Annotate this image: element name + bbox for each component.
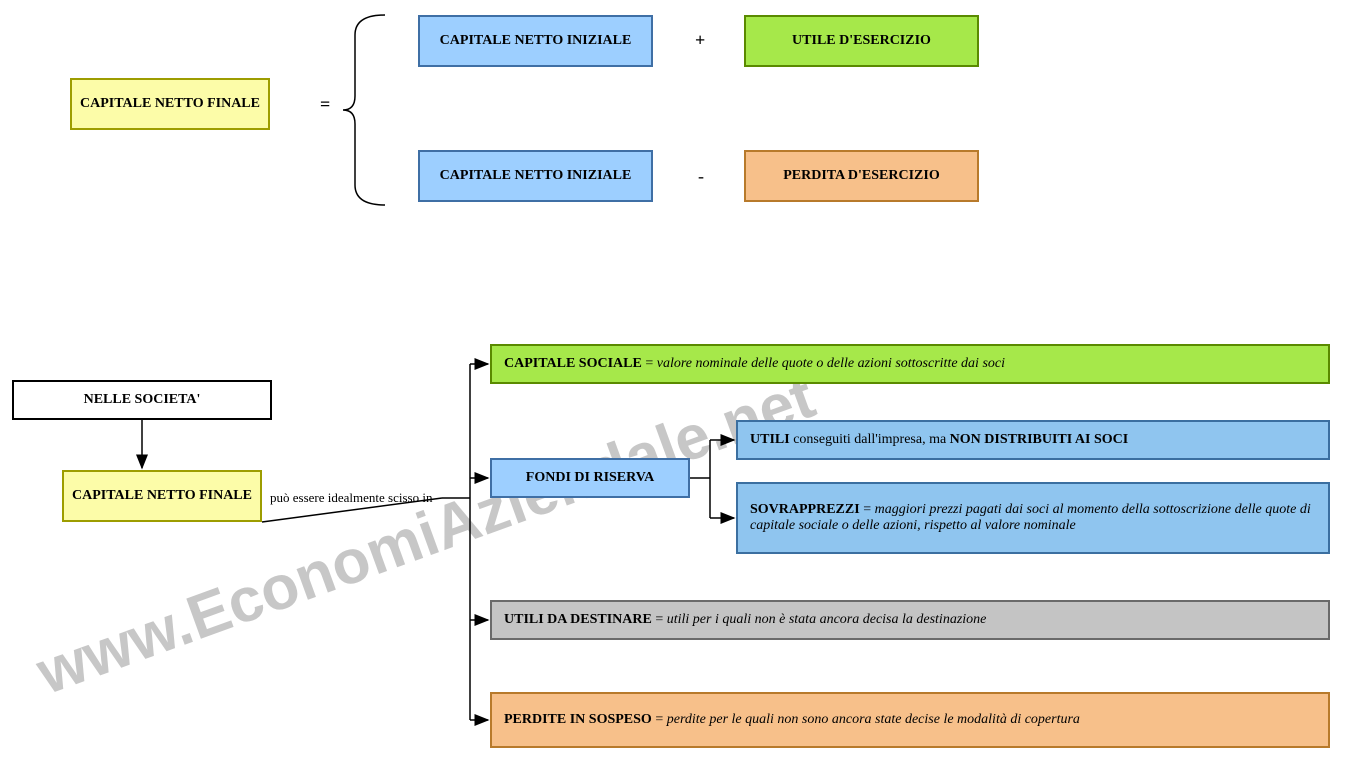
- box-perdite-in-sospeso: PERDITE IN SOSPESO = perdite per le qual…: [490, 692, 1330, 748]
- label: UTILE D'ESERCIZIO: [792, 33, 931, 49]
- box-capitale-sociale: CAPITALE SOCIALE = valore nominale delle…: [490, 344, 1330, 384]
- b: SOVRAPPREZZI: [750, 502, 860, 517]
- equals-sign: =: [320, 94, 330, 115]
- box-utili-da-destinare: UTILI DA DESTINARE = utili per i quali n…: [490, 600, 1330, 640]
- box-capitale-netto-iniziale-1: CAPITALE NETTO INIZIALE: [418, 15, 653, 67]
- label: PERDITA D'ESERCIZIO: [783, 168, 940, 184]
- b1: UTILI: [750, 432, 790, 447]
- box-fondi-di-riserva: FONDI DI RISERVA: [490, 458, 690, 498]
- label: CAPITALE NETTO FINALE: [72, 488, 252, 504]
- box-utili-non-distribuiti: UTILI conseguiti dall'impresa, ma NON DI…: [736, 420, 1330, 460]
- text: UTILI DA DESTINARE = utili per i quali n…: [504, 612, 986, 628]
- b: UTILI DA DESTINARE: [504, 612, 652, 627]
- label-rest: valore nominale delle quote o delle azio…: [657, 356, 1005, 371]
- label: NELLE SOCIETA': [84, 392, 201, 408]
- text: PERDITE IN SOSPESO = perdite per le qual…: [504, 712, 1080, 728]
- box-sovrapprezzi: SOVRAPPREZZI = maggiori prezzi pagati da…: [736, 482, 1330, 554]
- box-perdita-esercizio: PERDITA D'ESERCIZIO: [744, 150, 979, 202]
- text: CAPITALE SOCIALE = valore nominale delle…: [504, 356, 1005, 372]
- box-capitale-netto-finale-top: CAPITALE NETTO FINALE: [70, 78, 270, 130]
- label: CAPITALE NETTO INIZIALE: [440, 168, 632, 184]
- plus-sign: +: [695, 30, 705, 51]
- b2: NON DISTRIBUITI AI SOCI: [950, 432, 1129, 447]
- label-eq: =: [642, 356, 657, 371]
- label: CAPITALE NETTO FINALE: [80, 96, 260, 112]
- box-capitale-netto-finale-bottom: CAPITALE NETTO FINALE: [62, 470, 262, 522]
- rest: perdite per le quali non sono ancora sta…: [667, 712, 1080, 727]
- rest: utili per i quali non è stata ancora dec…: [667, 612, 987, 627]
- eq: =: [652, 712, 667, 727]
- label-bold: CAPITALE SOCIALE: [504, 356, 642, 371]
- label: FONDI DI RISERVA: [526, 470, 654, 486]
- box-nelle-societa: NELLE SOCIETA': [12, 380, 272, 420]
- text: UTILI conseguiti dall'impresa, ma NON DI…: [750, 432, 1128, 448]
- eq: =: [860, 502, 875, 517]
- eq: =: [652, 612, 667, 627]
- note-scisso-in: può essere idealmente scisso in: [270, 490, 450, 506]
- mid: conseguiti dall'impresa, ma: [790, 432, 950, 447]
- minus-sign: -: [698, 166, 704, 187]
- box-capitale-netto-iniziale-2: CAPITALE NETTO INIZIALE: [418, 150, 653, 202]
- label: CAPITALE NETTO INIZIALE: [440, 33, 632, 49]
- box-utile-esercizio: UTILE D'ESERCIZIO: [744, 15, 979, 67]
- text: SOVRAPPREZZI = maggiori prezzi pagati da…: [750, 502, 1316, 534]
- b: PERDITE IN SOSPESO: [504, 712, 652, 727]
